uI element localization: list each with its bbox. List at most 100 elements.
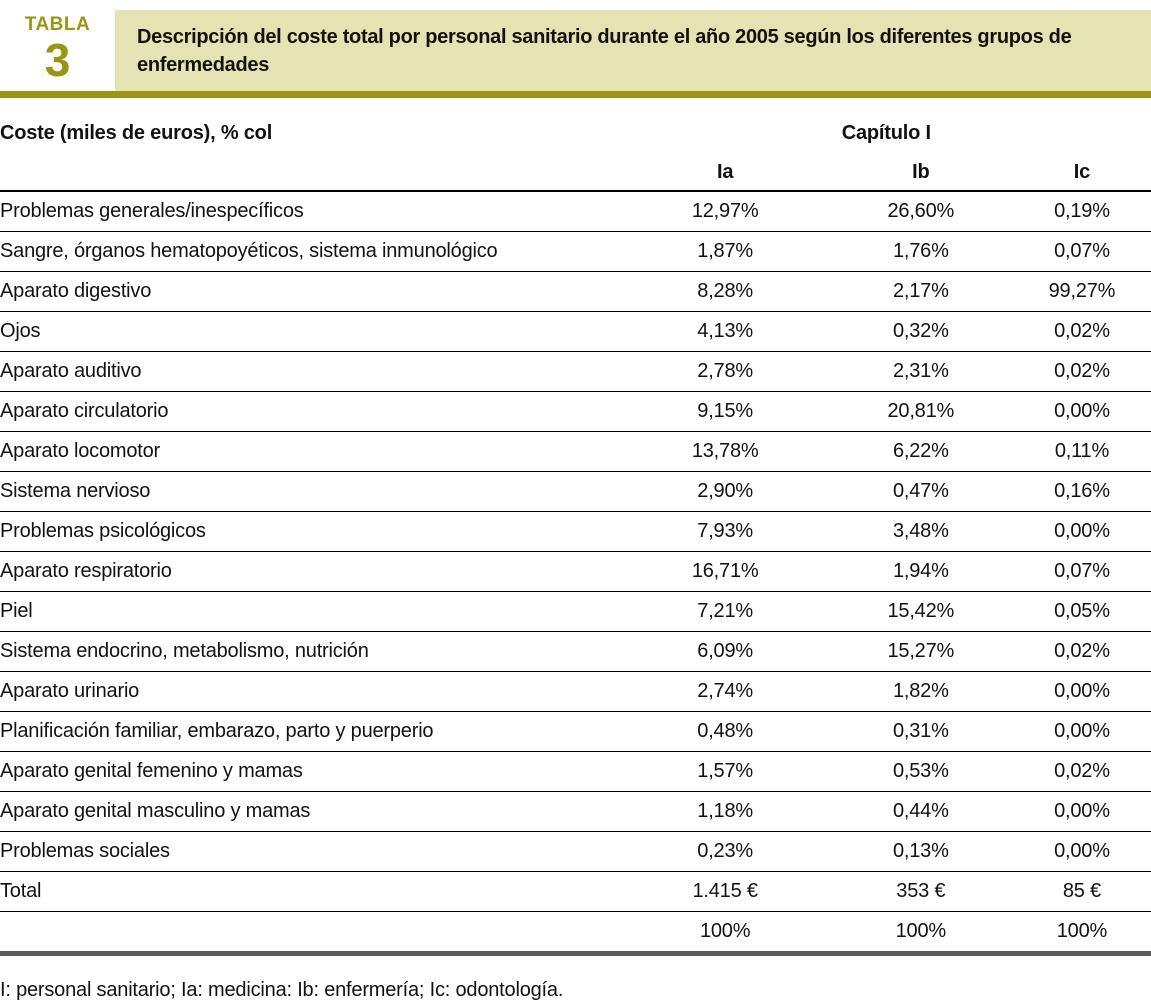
table-tag: TABLA 3 <box>0 10 115 91</box>
row-value-ib: 3,48% <box>828 511 1013 552</box>
cost-table: Coste (miles de euros), % col Capítulo I… <box>0 111 1151 951</box>
row-value-ic: 0,07% <box>1012 551 1151 592</box>
column-header-row: Ia Ib Ic <box>0 155 1151 192</box>
row-value-ic: 0,02% <box>1012 751 1151 792</box>
row-value-ib: 0,32% <box>828 311 1013 352</box>
row-value-ic: 0,00% <box>1012 711 1151 752</box>
table-row: Problemas sociales 0,23% 0,13% 0,00% <box>0 831 1151 872</box>
corner-label: Coste (miles de euros), % col <box>0 121 273 144</box>
table-row: Aparato auditivo 2,78% 2,31% 0,02% <box>0 351 1151 392</box>
row-label: Problemas psicológicos <box>0 511 622 552</box>
row-label: Aparato locomotor <box>0 431 622 472</box>
title-box: Descripción del coste total por personal… <box>115 10 1151 91</box>
accent-divider <box>0 91 1151 98</box>
table-row: Sistema nervioso 2,90% 0,47% 0,16% <box>0 471 1151 512</box>
column-header-ia: Ia <box>621 155 829 192</box>
table-row: Aparato respiratorio 16,71% 1,94% 0,07% <box>0 551 1151 592</box>
row-label: Ojos <box>0 311 622 352</box>
footnote: I: personal sanitario; Ia: medicina: Ib:… <box>0 979 564 1001</box>
row-value-ia: 7,21% <box>621 591 829 632</box>
percent-value-ib: 100% <box>895 919 947 942</box>
table-body: Problemas generales/inespecíficos 12,97%… <box>0 191 1151 872</box>
row-value-ia: 8,28% <box>621 271 829 312</box>
table-row: Aparato genital masculino y mamas 1,18% … <box>0 791 1151 832</box>
row-value-ib: 2,17% <box>828 271 1013 312</box>
row-value-ib: 0,44% <box>828 791 1013 832</box>
row-value-ic: 0,00% <box>1012 671 1151 712</box>
row-label: Sistema endocrino, metabolismo, nutrició… <box>0 631 622 672</box>
group-header-row: Coste (miles de euros), % col Capítulo I <box>0 111 1151 155</box>
row-value-ia: 2,90% <box>621 471 829 512</box>
column-header-ib: Ib <box>828 155 1013 192</box>
row-label: Problemas generales/inespecíficos <box>0 191 622 232</box>
row-label: Problemas sociales <box>0 831 622 872</box>
table-row: Problemas psicológicos 7,93% 3,48% 0,00% <box>0 511 1151 552</box>
row-value-ia: 6,09% <box>621 631 829 672</box>
table-row: Problemas generales/inespecíficos 12,97%… <box>0 191 1151 232</box>
percent-value-ic: 100% <box>1056 919 1108 942</box>
row-label: Sangre, órganos hematopoyéticos, sistema… <box>0 231 622 272</box>
row-value-ia: 16,71% <box>621 551 829 592</box>
row-value-ia: 7,93% <box>621 511 829 552</box>
row-value-ib: 15,27% <box>828 631 1013 672</box>
row-value-ic: 0,16% <box>1012 471 1151 512</box>
row-value-ic: 99,27% <box>1012 271 1151 312</box>
row-value-ia: 1,87% <box>621 231 829 272</box>
row-value-ia: 13,78% <box>621 431 829 472</box>
row-label: Aparato urinario <box>0 671 622 712</box>
row-value-ia: 2,74% <box>621 671 829 712</box>
row-value-ib: 1,94% <box>828 551 1013 592</box>
bottom-rule <box>0 951 1151 956</box>
row-value-ib: 1,76% <box>828 231 1013 272</box>
table-row: Sangre, órganos hematopoyéticos, sistema… <box>0 231 1151 272</box>
row-value-ib: 0,47% <box>828 471 1013 512</box>
percent-label <box>0 911 622 951</box>
row-label: Aparato circulatorio <box>0 391 622 432</box>
row-label: Piel <box>0 591 622 632</box>
table-row: Aparato locomotor 13,78% 6,22% 0,11% <box>0 431 1151 472</box>
row-value-ia: 9,15% <box>621 391 829 432</box>
row-value-ib: 0,13% <box>828 831 1013 872</box>
row-label: Aparato genital femenino y mamas <box>0 751 622 792</box>
column-header-ic: Ic <box>1012 155 1151 192</box>
table-row: Sistema endocrino, metabolismo, nutrició… <box>0 631 1151 672</box>
row-value-ib: 15,42% <box>828 591 1013 632</box>
row-value-ic: 0,00% <box>1012 391 1151 432</box>
table-head: Coste (miles de euros), % col Capítulo I… <box>0 111 1151 192</box>
row-value-ic: 0,05% <box>1012 591 1151 632</box>
group-header-capitulo-i: Capítulo I <box>841 121 931 144</box>
row-value-ic: 0,02% <box>1012 311 1151 352</box>
percent-row: 100% 100% 100% <box>0 911 1151 951</box>
row-value-ic: 0,00% <box>1012 791 1151 832</box>
row-value-ia: 1,57% <box>621 751 829 792</box>
row-value-ib: 1,82% <box>828 671 1013 712</box>
row-value-ic: 0,07% <box>1012 231 1151 272</box>
row-value-ic: 0,02% <box>1012 351 1151 392</box>
row-value-ic: 0,11% <box>1012 431 1151 472</box>
table-tag-number: 3 <box>44 34 71 86</box>
row-value-ia: 2,78% <box>621 351 829 392</box>
table-row: Planificación familiar, embarazo, parto … <box>0 711 1151 752</box>
row-value-ia: 1,18% <box>621 791 829 832</box>
table-row: Aparato circulatorio 9,15% 20,81% 0,00% <box>0 391 1151 432</box>
figure-header: TABLA 3 Descripción del coste total por … <box>0 10 1151 91</box>
table-tag-word: TABLA <box>24 14 91 35</box>
total-value-ib: 353 € <box>828 871 1013 912</box>
table-row: Aparato digestivo 8,28% 2,17% 99,27% <box>0 271 1151 312</box>
row-value-ic: 0,19% <box>1012 191 1151 232</box>
row-value-ib: 0,31% <box>828 711 1013 752</box>
row-value-ic: 0,02% <box>1012 631 1151 672</box>
table-footer-rows: Total 1.415 € 353 € 85 € 100% 100% 100% <box>0 871 1151 951</box>
row-label: Aparato auditivo <box>0 351 622 392</box>
row-value-ib: 6,22% <box>828 431 1013 472</box>
table-row: Aparato urinario 2,74% 1,82% 0,00% <box>0 671 1151 712</box>
row-value-ib: 26,60% <box>828 191 1013 232</box>
row-label: Aparato digestivo <box>0 271 622 312</box>
table-title: Descripción del coste total por personal… <box>137 25 1072 76</box>
row-value-ia: 0,48% <box>621 711 829 752</box>
column-header-empty <box>0 155 622 192</box>
row-value-ia: 0,23% <box>621 831 829 872</box>
row-value-ib: 0,53% <box>828 751 1013 792</box>
total-value-ic: 85 € <box>1012 871 1151 912</box>
